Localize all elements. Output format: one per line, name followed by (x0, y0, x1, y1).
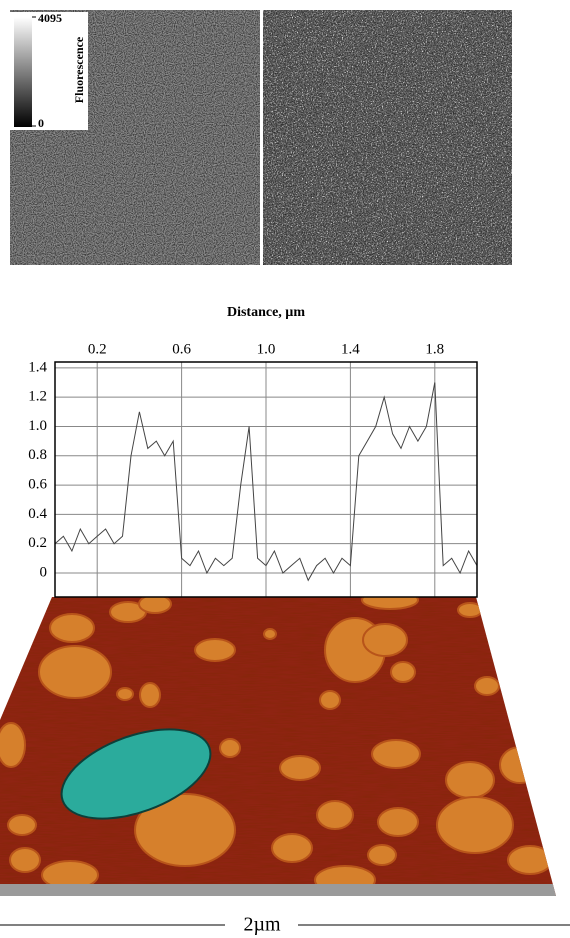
fluorescence-images: 4095 0 Fluorescence (10, 10, 512, 265)
figure: 4095 0 Fluorescence 2µm Distance, µm 0 0.… (0, 0, 570, 938)
y-tick-label: 1.0 (28, 418, 47, 434)
y-tick-label: 0.4 (28, 506, 47, 522)
x-tick-label: 1.0 (257, 341, 276, 357)
x-tick-label: 1.4 (341, 341, 360, 357)
colorbar (14, 17, 32, 127)
x-tick-label: 0.6 (172, 341, 191, 357)
x-tick-label: 1.8 (425, 341, 444, 357)
y-tick-label: 0.6 (28, 477, 47, 493)
colorbar-title: Fluorescence (72, 36, 86, 103)
x-axis-label: Distance, µm (227, 305, 305, 320)
afm-edge (0, 884, 570, 896)
y-tick-label: 0 (40, 564, 48, 580)
scale-bar-label: 2µm (243, 914, 281, 936)
x-tick-label: 0.2 (88, 341, 107, 357)
page: 4095 0 Fluorescence 2µm Distance, µm 0 0.… (0, 0, 570, 938)
image-right-speckles (263, 10, 512, 265)
y-tick-label: 1.4 (28, 359, 47, 375)
colorbar-max: 4095 (38, 11, 62, 25)
y-tick-label: 0.2 (28, 535, 47, 551)
y-tick-label: 1.2 (28, 389, 47, 405)
colorbar-min: 0 (38, 116, 44, 130)
y-tick-label: 0.8 (28, 447, 47, 463)
afm-surface (0, 591, 570, 897)
